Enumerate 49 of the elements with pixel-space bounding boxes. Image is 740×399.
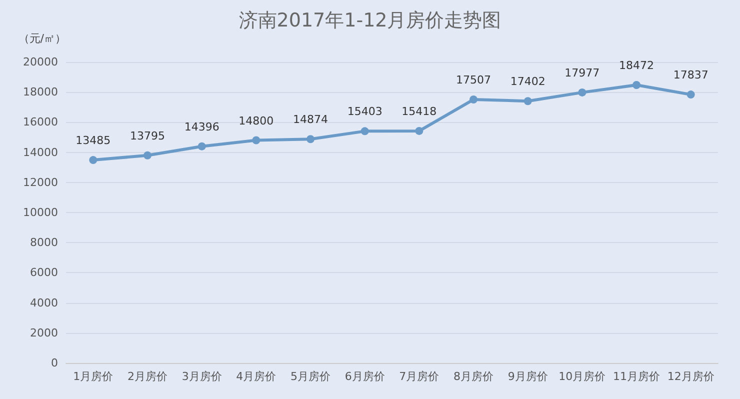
data-label: 17402 (510, 75, 546, 88)
point (578, 88, 586, 96)
point (632, 81, 640, 89)
x-tick-label: 3月房价 (182, 370, 222, 383)
data-label: 17837 (673, 68, 708, 82)
y-tick-label: 16000 (23, 116, 58, 129)
data-label: 17977 (564, 66, 600, 80)
y-tick-label: 18000 (23, 86, 58, 99)
x-tick-label: 9月房价 (508, 370, 548, 383)
x-tick-label: 4月房价 (236, 370, 276, 383)
point (415, 126, 424, 135)
y-tick-label: 14000 (23, 146, 58, 159)
data-label: 14396 (184, 120, 220, 134)
y-tick-label: 4000 (30, 296, 58, 310)
point (89, 156, 98, 164)
x-tick-label: 2月房价 (128, 370, 168, 383)
y-tick-label: 0 (51, 356, 58, 370)
x-tick-label: 8月房价 (454, 370, 494, 383)
point (198, 142, 206, 150)
y-axis-title: （元/㎡） (18, 32, 66, 45)
x-tick-label: 10月房价 (558, 370, 606, 383)
data-label: 14800 (238, 114, 274, 128)
point (686, 90, 695, 99)
data-label: 15403 (347, 105, 382, 118)
data-label: 18472 (619, 58, 654, 72)
point (144, 151, 152, 160)
y-tick-label: 2000 (30, 326, 58, 340)
x-tick-label: 1月房价 (73, 370, 114, 383)
x-tick-label: 7月房价 (399, 370, 440, 383)
x-tick-label: 12月房价 (667, 370, 714, 383)
y-tick-label: 6000 (30, 266, 58, 280)
data-label: 17507 (456, 74, 491, 87)
x-tick-label: 5月房价 (290, 370, 330, 383)
data-label: 15418 (402, 104, 437, 118)
point (524, 97, 532, 106)
point (470, 96, 478, 104)
chart-title: 济南2017年1-12月房价走势图 (238, 10, 502, 32)
y-tick-label: 10000 (23, 206, 58, 219)
data-label: 14874 (293, 113, 328, 126)
point (360, 127, 369, 136)
y-tick-label: 12000 (23, 176, 58, 189)
y-tick-label: 20000 (23, 56, 58, 68)
point (306, 135, 314, 144)
point (252, 136, 260, 144)
data-label: 13485 (76, 134, 111, 148)
x-tick-label: 6月房价 (344, 370, 385, 383)
x-tick-label: 11月房价 (613, 370, 660, 383)
data-label: 13795 (130, 129, 165, 142)
y-tick-label: 8000 (30, 236, 58, 250)
